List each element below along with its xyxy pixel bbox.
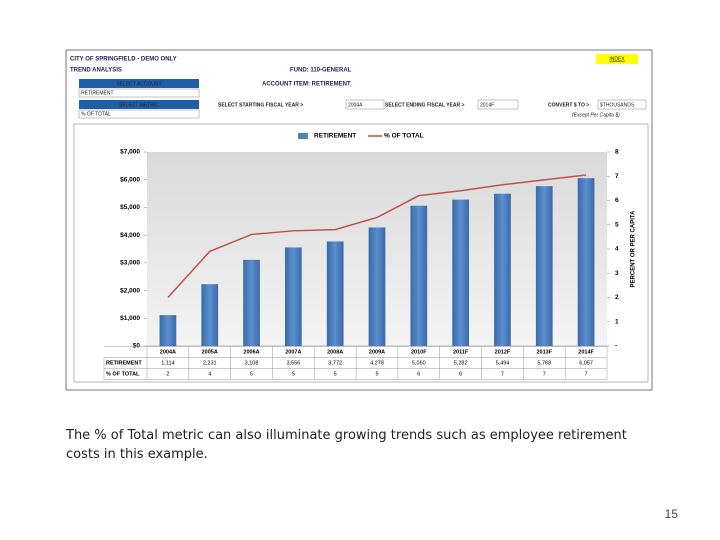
y-tick-label: $5,000 bbox=[120, 204, 140, 211]
header-title: CITY OF SPRINGFIELD - DEMO ONLY bbox=[70, 57, 177, 63]
y-tick-label: $1,000 bbox=[120, 315, 140, 322]
x-tick-label: 2004A bbox=[160, 349, 176, 355]
bar bbox=[159, 315, 177, 346]
bar bbox=[326, 241, 344, 346]
x-tick-label: 2007A bbox=[285, 349, 301, 355]
x-tick-label: 2006A bbox=[243, 349, 259, 355]
data-label: 5,768 bbox=[537, 360, 551, 366]
line bbox=[167, 174, 587, 299]
data-label: 6 bbox=[417, 371, 420, 377]
metric-dropdown[interactable] bbox=[78, 109, 200, 119]
y-tick-label: $7,000 bbox=[120, 149, 140, 156]
x-tick-label: 2010F bbox=[411, 349, 427, 355]
y2-tick-label: - bbox=[615, 343, 617, 350]
x-tick-label: 2013F bbox=[536, 349, 552, 355]
data-label: 1,114 bbox=[161, 360, 174, 366]
x-tick-label: 2011F bbox=[453, 349, 469, 355]
x-tick-label: 2009A bbox=[369, 349, 385, 355]
end-value: 2014F bbox=[480, 102, 494, 108]
bar bbox=[368, 227, 386, 346]
end-label: SELECT ENDING FISCAL YEAR > bbox=[385, 102, 464, 108]
bar bbox=[285, 247, 302, 346]
select-account-bar bbox=[79, 79, 199, 88]
y-tick-label: $3,000 bbox=[120, 260, 140, 267]
account-value: RETIREMENT bbox=[81, 90, 114, 96]
end-dropdown[interactable] bbox=[477, 99, 519, 110]
data-label: 5,282 bbox=[454, 360, 468, 366]
data-label: 5 bbox=[375, 371, 378, 377]
start-dropdown[interactable] bbox=[345, 99, 385, 110]
index-button[interactable] bbox=[596, 54, 638, 64]
x-tick-label: 2008A bbox=[327, 349, 343, 355]
y2-tick-label: 7 bbox=[615, 173, 619, 180]
convert-label: CONVERT $ TO > bbox=[548, 102, 589, 108]
y2-axis-label: PERCENT OR PER CAPITA bbox=[631, 210, 637, 288]
x-tick-label: 2014F bbox=[578, 349, 594, 355]
y2-tick-label: 2 bbox=[615, 294, 619, 301]
bar bbox=[452, 199, 469, 346]
y2-tick-label: 1 bbox=[615, 318, 619, 325]
data-label: 2 bbox=[166, 371, 169, 377]
bar bbox=[494, 193, 511, 346]
y2-tick-label: 6 bbox=[615, 197, 619, 204]
select-account: SELECT ACCOUNT bbox=[116, 81, 161, 87]
y2-tick-label: 3 bbox=[615, 270, 619, 277]
select-metric-bar bbox=[79, 100, 199, 109]
x-tick-label: 2012F bbox=[495, 349, 511, 355]
table-row-label: % OF TOTAL bbox=[106, 371, 140, 377]
data-label: 7 bbox=[501, 371, 504, 377]
account-item: ACCOUNT ITEM: RETIREMENT bbox=[262, 82, 351, 88]
legend-label: RETIREMENT bbox=[314, 133, 356, 140]
y2-tick-label: 5 bbox=[615, 221, 619, 228]
data-label: 6 bbox=[459, 371, 462, 377]
legend-swatch bbox=[298, 133, 308, 139]
data-label: 7 bbox=[585, 371, 588, 377]
data-label: 5 bbox=[292, 371, 295, 377]
bar bbox=[201, 284, 219, 346]
start-value: 2004A bbox=[348, 102, 363, 108]
convert-value: $THOUSANDS bbox=[600, 102, 635, 108]
y2-tick-label: 4 bbox=[615, 246, 619, 253]
data-label: 5 bbox=[334, 371, 337, 377]
metric-value: % OF TOTAL bbox=[81, 111, 111, 117]
fund: FUND: 110-GENERAL bbox=[290, 68, 352, 74]
y-tick-label: $0 bbox=[133, 343, 141, 350]
data-label: 5,060 bbox=[412, 360, 426, 366]
y-tick-label: $6,000 bbox=[120, 176, 140, 183]
bar bbox=[535, 186, 553, 346]
account-dropdown[interactable] bbox=[78, 88, 200, 98]
data-label: 6,057 bbox=[579, 360, 593, 366]
bar bbox=[243, 259, 260, 346]
start-label: SELECT STARTING FISCAL YEAR > bbox=[218, 102, 303, 108]
bar bbox=[577, 178, 595, 346]
data-label: 4,278 bbox=[370, 360, 384, 366]
caption: The % of Total metric can also illuminat… bbox=[66, 428, 627, 462]
data-label: 3,556 bbox=[286, 360, 300, 366]
x-tick-label: 2005A bbox=[202, 349, 218, 355]
legend-label: % OF TOTAL bbox=[384, 133, 424, 140]
index-link[interactable]: INDEX bbox=[609, 56, 625, 62]
chart: CITY OF SPRINGFIELD - DEMO ONLY TREND AN… bbox=[65, 49, 653, 391]
convert-dropdown[interactable] bbox=[597, 99, 647, 110]
data-label: 4 bbox=[208, 371, 211, 377]
header-subtitle: TREND ANALYSIS bbox=[70, 68, 122, 74]
page-number: 15 bbox=[664, 507, 678, 521]
data-label: 5,494 bbox=[496, 360, 510, 366]
data-label: 7 bbox=[543, 371, 546, 377]
data-label: 5 bbox=[250, 371, 253, 377]
y-tick-label: $2,000 bbox=[120, 287, 140, 294]
bar bbox=[410, 205, 428, 346]
table-row-label: RETIREMENT bbox=[106, 360, 142, 366]
select-metric: SELECT METRIC bbox=[119, 102, 159, 108]
convert-note: (Except Per Capita $) bbox=[572, 112, 620, 118]
data-label: 2,231 bbox=[203, 360, 217, 366]
y-tick-label: $4,000 bbox=[120, 232, 140, 239]
data-label: 3,108 bbox=[245, 360, 259, 366]
y2-tick-label: 8 bbox=[615, 149, 619, 156]
data-label: 3,772 bbox=[328, 360, 342, 366]
